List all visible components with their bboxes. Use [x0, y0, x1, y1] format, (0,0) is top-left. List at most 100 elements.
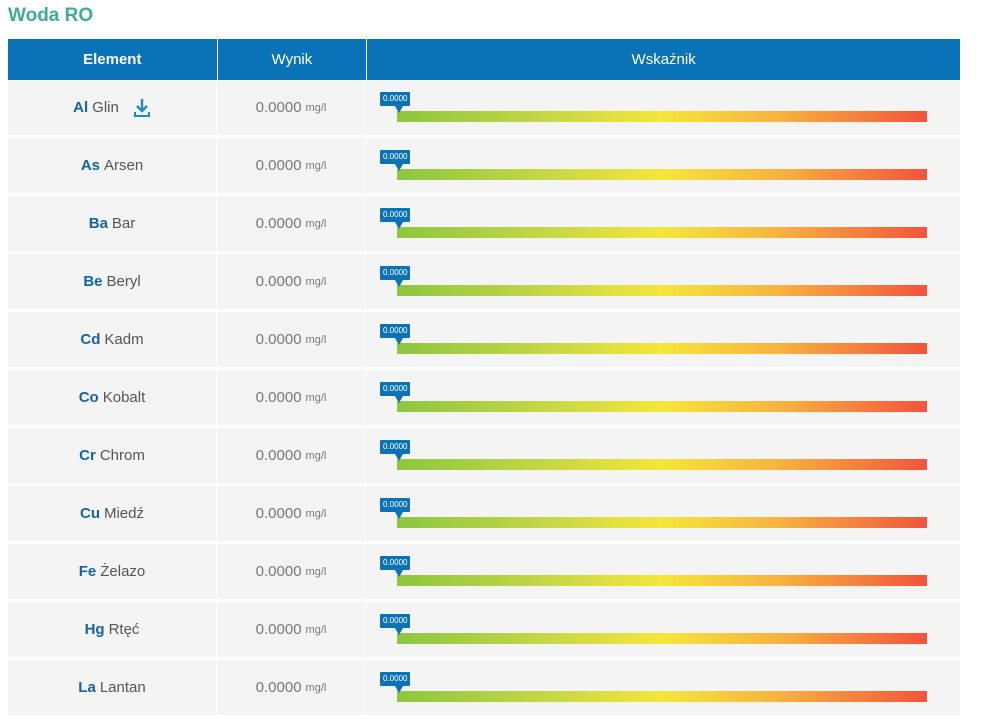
- indicator-bar: [397, 633, 927, 644]
- indicator-marker: 0.0000: [380, 266, 411, 287]
- indicator-marker: 0.0000: [380, 498, 411, 519]
- element-name: Rtęć: [108, 621, 140, 638]
- indicator-marker: 0.0000: [380, 92, 411, 113]
- download-icon[interactable]: [133, 98, 151, 118]
- table-row: Cu Miedź 0.0000 mg/l 0.0000: [8, 486, 960, 541]
- result-unit: mg/l: [305, 391, 327, 404]
- element-cell: Be Beryl: [8, 254, 217, 309]
- indicator-bar: [397, 517, 927, 528]
- indicator-marker: 0.0000: [380, 324, 411, 345]
- indicator-cell: 0.0000: [366, 602, 960, 657]
- result-value: 0.0000: [255, 679, 302, 696]
- element-cell: Cu Miedź: [8, 486, 217, 541]
- result-cell: 0.0000 mg/l: [217, 312, 366, 367]
- results-table: Element Wynik Wskaźnik Al Glin 0.0000 mg/l 0…: [8, 39, 960, 715]
- table-row: Cd Kadm 0.0000 mg/l 0.0000: [8, 312, 960, 367]
- indicator-cell: 0.0000: [366, 196, 960, 251]
- table-row: La Lantan 0.0000 mg/l 0.0000: [8, 660, 960, 715]
- element-symbol: Cu: [79, 505, 100, 522]
- result-unit: mg/l: [305, 507, 327, 520]
- header-result: Wynik: [218, 39, 368, 80]
- element-cell: Hg Rtęć: [8, 602, 217, 657]
- element-name: Arsen: [104, 157, 144, 174]
- result-unit: mg/l: [305, 449, 327, 462]
- indicator-marker: 0.0000: [380, 150, 411, 171]
- element-symbol: Cr: [79, 447, 96, 464]
- indicator-marker: 0.0000: [380, 382, 411, 403]
- table-header: Element Wynik Wskaźnik: [8, 39, 960, 80]
- element-cell: Fe Żelazo: [8, 544, 217, 599]
- result-cell: 0.0000 mg/l: [217, 80, 366, 135]
- element-name: Kadm: [104, 331, 144, 348]
- result-value: 0.0000: [255, 331, 302, 348]
- result-value: 0.0000: [255, 273, 302, 290]
- indicator-bar: [397, 285, 927, 296]
- element-cell: Cr Chrom: [8, 428, 217, 483]
- element-symbol: Ba: [88, 215, 108, 232]
- element-symbol: Fe: [78, 563, 97, 580]
- result-cell: 0.0000 mg/l: [217, 254, 366, 309]
- indicator-bar: [397, 691, 927, 702]
- indicator-bar: [397, 459, 927, 470]
- result-unit: mg/l: [305, 565, 327, 578]
- element-cell: Al Glin: [8, 80, 217, 135]
- table-row: Fe Żelazo 0.0000 mg/l 0.0000: [8, 544, 960, 599]
- indicator-cell: 0.0000: [366, 80, 960, 135]
- result-value: 0.0000: [255, 99, 302, 116]
- element-symbol: Co: [78, 389, 99, 406]
- result-unit: mg/l: [305, 275, 327, 288]
- table-row: Cr Chrom 0.0000 mg/l 0.0000: [8, 428, 960, 483]
- element-name: Miedź: [103, 505, 144, 522]
- indicator-cell: 0.0000: [366, 254, 960, 309]
- element-symbol: Be: [83, 273, 103, 290]
- result-unit: mg/l: [305, 681, 327, 694]
- element-symbol: La: [78, 679, 96, 696]
- result-cell: 0.0000 mg/l: [217, 138, 366, 193]
- table-row: As Arsen 0.0000 mg/l 0.0000: [8, 138, 960, 193]
- header-indicator: Wskaźnik: [631, 51, 696, 68]
- element-cell: Ba Bar: [8, 196, 217, 251]
- indicator-bar: [397, 575, 927, 586]
- element-cell: As Arsen: [8, 138, 217, 193]
- result-cell: 0.0000 mg/l: [217, 544, 366, 599]
- result-unit: mg/l: [305, 217, 327, 230]
- indicator-marker: 0.0000: [380, 556, 411, 577]
- element-name: Żelazo: [100, 563, 146, 580]
- indicator-bar: [397, 227, 927, 238]
- result-value: 0.0000: [255, 157, 302, 174]
- result-cell: 0.0000 mg/l: [217, 196, 366, 251]
- result-cell: 0.0000 mg/l: [217, 602, 366, 657]
- indicator-cell: 0.0000: [366, 370, 960, 425]
- table-row: Ba Bar 0.0000 mg/l 0.0000: [8, 196, 960, 251]
- indicator-marker: 0.0000: [380, 208, 411, 229]
- result-cell: 0.0000 mg/l: [217, 660, 366, 715]
- indicator-cell: 0.0000: [366, 660, 960, 715]
- element-cell: Co Kobalt: [8, 370, 217, 425]
- table-body: Al Glin 0.0000 mg/l 0.0000 As Arsen 0.0000 mg/l 0…: [8, 80, 960, 715]
- element-cell: La Lantan: [8, 660, 217, 715]
- result-value: 0.0000: [255, 621, 302, 638]
- result-cell: 0.0000 mg/l: [217, 428, 366, 483]
- header-element: Element: [8, 39, 218, 80]
- result-unit: mg/l: [305, 101, 327, 114]
- result-unit: mg/l: [305, 623, 327, 636]
- indicator-bar: [397, 169, 927, 180]
- result-value: 0.0000: [255, 505, 302, 522]
- indicator-bar: [397, 343, 927, 354]
- result-cell: 0.0000 mg/l: [217, 486, 366, 541]
- element-symbol: As: [80, 157, 100, 174]
- table-row: Be Beryl 0.0000 mg/l 0.0000: [8, 254, 960, 309]
- page-title: Woda RO: [8, 5, 94, 26]
- element-name: Bar: [111, 215, 136, 232]
- result-value: 0.0000: [255, 563, 302, 580]
- element-name: Kobalt: [102, 389, 146, 406]
- indicator-cell: 0.0000: [366, 486, 960, 541]
- table-row: Hg Rtęć 0.0000 mg/l 0.0000: [8, 602, 960, 657]
- indicator-marker: 0.0000: [380, 614, 411, 635]
- indicator-bar: [397, 111, 927, 122]
- element-name: Beryl: [106, 273, 141, 290]
- element-symbol: Al: [73, 99, 89, 116]
- element-name: Chrom: [99, 447, 145, 464]
- result-unit: mg/l: [305, 333, 327, 346]
- table-row: Al Glin 0.0000 mg/l 0.0000: [8, 80, 960, 135]
